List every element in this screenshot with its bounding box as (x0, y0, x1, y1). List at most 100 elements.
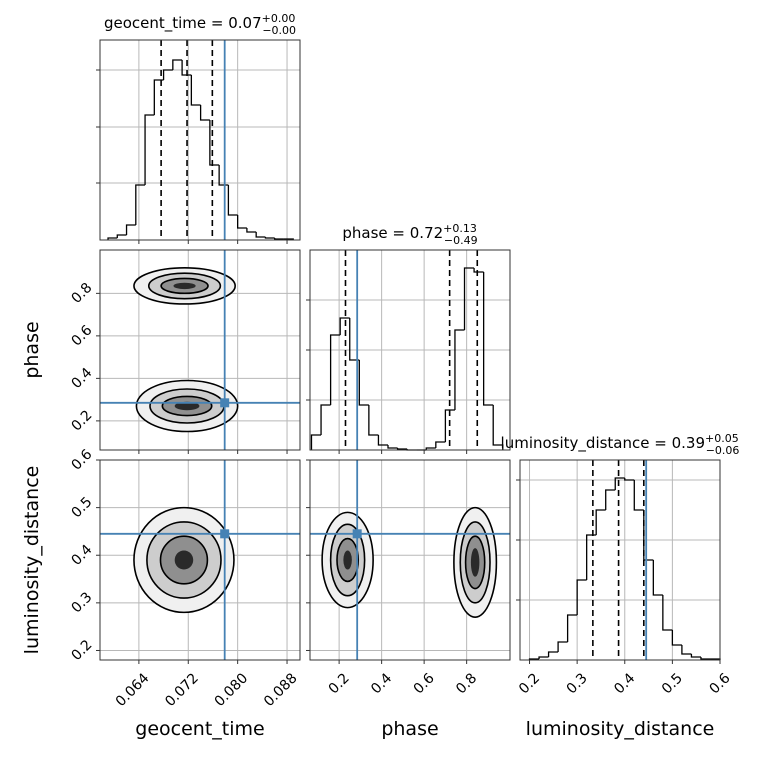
panel: 0.064 0.072 0.080 0.088 0.2 0.3 0.4 0.5 0.6 geoce… (21, 446, 301, 740)
hist-step (190, 75, 201, 106)
panel-title: luminosity_distance = 0.39+0.05 −0.06 (501, 432, 740, 457)
panel: 0.2 0.4 0.6 0.8 phase (21, 249, 301, 454)
plot-background (100, 40, 300, 240)
hist-step (614, 477, 625, 490)
hist-step (172, 59, 183, 70)
plot-frame (99, 39, 301, 241)
plot-frame (519, 459, 721, 661)
x-axis-label: geocent_time (135, 718, 264, 740)
hist-step (162, 69, 173, 80)
hist-step (454, 329, 465, 410)
hist-step (566, 614, 578, 642)
hist-step (662, 595, 673, 631)
x-tick-label: 0.3 (564, 670, 591, 697)
contour-level (174, 550, 194, 570)
y-tick-label: 0.2 (68, 407, 95, 434)
hist-step (492, 405, 504, 450)
hist-step (339, 317, 350, 335)
x-tick-label: 0.072 (162, 670, 202, 710)
hist-step (538, 656, 549, 659)
y-tick-label: 0.2 (68, 637, 95, 664)
x-tick-label: 0.064 (113, 670, 153, 710)
x-tick-label: 0.2 (516, 670, 543, 697)
x-tick-label: 0.080 (212, 670, 252, 710)
y-tick-label: 0.6 (68, 446, 95, 473)
contour-level (343, 550, 352, 570)
hist-step (396, 448, 408, 450)
panel: 0.2 0.3 0.4 0.5 0.6 luminosity_distance = 0.3… (501, 432, 740, 740)
hist-step (264, 237, 275, 239)
panel: phase = 0.72+0.13 −0.49 (306, 222, 511, 454)
truth-point (220, 398, 230, 408)
y-axis-label: luminosity_distance (21, 466, 43, 655)
hist-step (700, 657, 711, 660)
hist-step (435, 441, 446, 448)
plot-frame (99, 459, 301, 661)
hist-step (557, 641, 568, 652)
hist-step (181, 60, 192, 76)
hist-step (125, 224, 136, 235)
y-tick-label: 0.5 (68, 494, 95, 521)
hist-step (368, 405, 379, 436)
x-tick-label: 0.4 (611, 670, 638, 697)
hist-step (681, 645, 692, 655)
hist-step (463, 267, 475, 330)
hist-step (227, 185, 238, 216)
x-tick-label: 0.4 (368, 670, 395, 697)
title-lower: −0.00 (262, 24, 296, 37)
hist-step (633, 480, 644, 511)
hist-step (358, 360, 369, 406)
title-upper: +0.13 (443, 222, 477, 235)
panel-title: phase = 0.72+0.13 −0.49 (342, 222, 477, 247)
title-text: geocent_time = 0.07 (104, 14, 262, 33)
hist-step (377, 435, 389, 446)
y-tick-label: 0.8 (68, 280, 95, 307)
title-lower: −0.06 (706, 444, 740, 457)
title-upper: +0.05 (705, 432, 739, 445)
hist-step (576, 579, 587, 615)
hist-step (320, 404, 331, 435)
contour-level (173, 282, 196, 290)
panel-title: geocent_time = 0.07+0.00 −0.00 (104, 12, 296, 37)
hist-step (246, 228, 257, 233)
hist-step (425, 447, 436, 450)
hist-step (144, 114, 155, 185)
hist-step (482, 272, 494, 406)
y-tick-label: 0.4 (68, 542, 95, 569)
x-axis-label: luminosity_distance (526, 718, 715, 740)
x-tick-label: 0.8 (453, 670, 480, 697)
title-text: luminosity_distance = 0.39 (501, 434, 705, 453)
x-axis-label: phase (381, 718, 438, 740)
y-tick-label: 0.3 (68, 589, 95, 616)
y-tick-label: 0.4 (68, 365, 95, 392)
hist-step (349, 318, 360, 361)
hist-step (624, 478, 635, 481)
hist-step (135, 184, 146, 225)
truth-point (220, 529, 230, 539)
x-tick-label: 0.6 (707, 670, 734, 697)
hist-step (255, 232, 266, 238)
title-text: phase = 0.72 (342, 224, 443, 242)
hist-step (116, 234, 127, 238)
hist-step (274, 238, 284, 240)
hist-step (310, 434, 322, 450)
hist-step (199, 105, 210, 121)
plot-frame (99, 249, 301, 451)
y-tick-label: 0.6 (68, 322, 95, 349)
plot-frame (309, 459, 511, 661)
hist-step (473, 268, 484, 273)
x-tick-label: 0.088 (261, 670, 301, 710)
hist-step (605, 489, 616, 510)
contour-level (174, 401, 200, 411)
hist-step (209, 120, 220, 166)
panel: geocent_time = 0.07+0.00 −0.00 (96, 12, 301, 244)
hist-step (107, 237, 118, 240)
plot-frame (309, 249, 511, 451)
panel: 0.2 0.4 0.6 0.8 phase (306, 459, 511, 740)
contour-level (470, 548, 480, 577)
title-lower: −0.49 (444, 234, 478, 247)
hist-step (671, 630, 682, 646)
truth-point (352, 529, 362, 539)
hist-step (595, 509, 606, 535)
